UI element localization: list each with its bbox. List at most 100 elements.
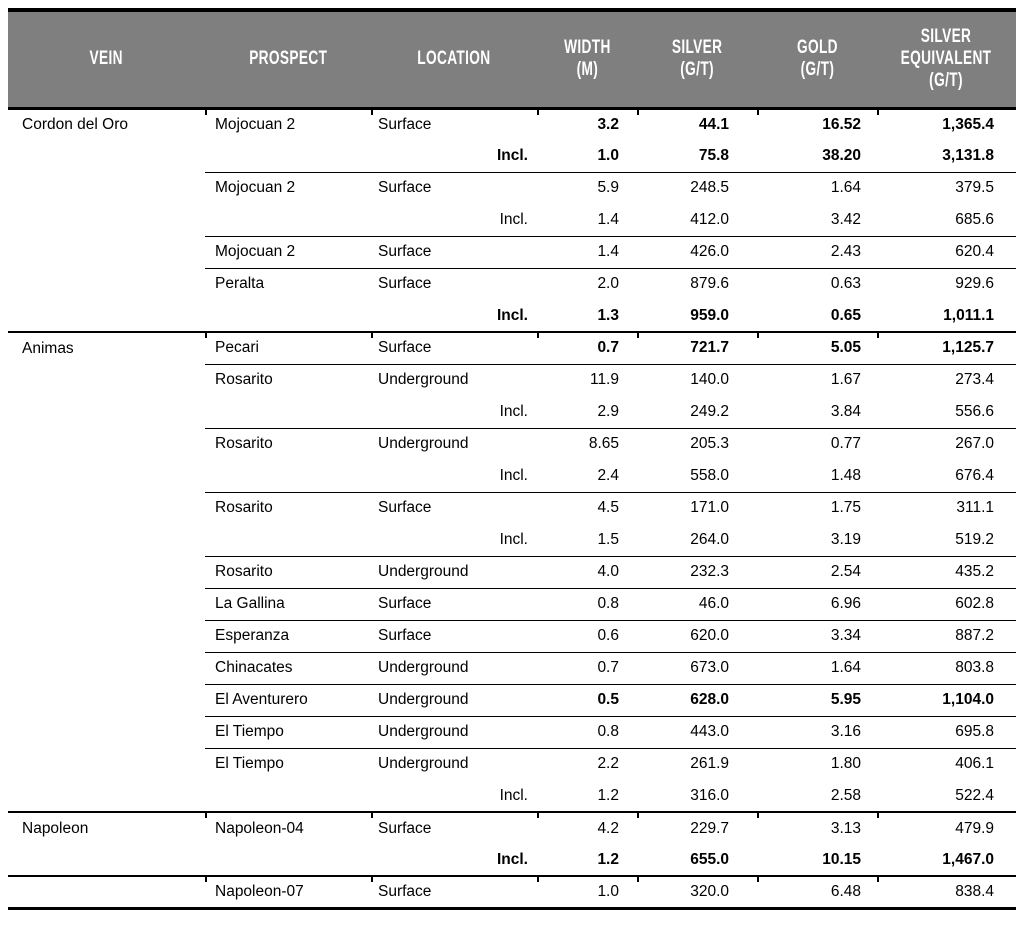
cell-prospect: Chinacates: [205, 651, 371, 684]
cell-width: 0.6: [537, 619, 637, 652]
cell-prospect: [205, 844, 371, 876]
cell-silver_eq: 519.2: [955, 530, 994, 548]
cell-width: 4.5: [537, 491, 637, 524]
cell-width: 0.8: [537, 587, 637, 620]
cell-silver: 426.0: [637, 235, 757, 268]
cell-width: 0.5: [537, 683, 637, 716]
cell-width: 1.2: [597, 850, 619, 868]
cell-prospect: La Gallina: [205, 587, 371, 620]
table-row: Incl. 2.4 558.0 1.48 676.4: [8, 460, 1016, 492]
cell-silver: 171.0: [637, 491, 757, 524]
cell-vein: [8, 844, 205, 876]
cell-silver: 879.6: [637, 267, 757, 300]
cell-gold: 3.19: [830, 530, 861, 548]
cell-silver: 316.0: [690, 786, 729, 804]
cell-location: Underground: [371, 651, 537, 684]
column-header-silver: SILVER (G/T): [637, 8, 757, 110]
cell-silver: 232.3: [637, 555, 757, 588]
cell-silver_eq: 676.4: [955, 466, 994, 484]
cell-silver_eq: 803.8: [877, 651, 1016, 684]
cell-vein: [8, 268, 205, 300]
column-header-vein-label: VEIN: [89, 48, 124, 70]
cell-silver_eq: 929.6: [877, 267, 1016, 300]
cell-silver_eq: 1,104.0: [877, 683, 1016, 716]
incl-label: Incl.: [496, 850, 528, 868]
column-header-gold-label: GOLD (G/T): [796, 37, 838, 81]
column-header-vein: VEIN: [8, 8, 205, 110]
cell-width: 2.4: [597, 466, 619, 484]
column-header-prospect-label: PROSPECT: [248, 48, 328, 70]
cell-location: Surface: [371, 619, 537, 652]
table-row: El Tiempo Underground 2.2 261.9 1.80 406.1: [8, 747, 1016, 780]
incl-label: Incl.: [499, 786, 528, 804]
cell-width: 2.0: [537, 267, 637, 300]
cell-location: Surface: [371, 331, 537, 364]
column-header-location-label: LOCATION: [417, 48, 491, 70]
column-header-width-label: WIDTH (M): [563, 37, 611, 81]
table-row: Rosarito Surface 4.5 171.0 1.75 311.1: [8, 491, 1016, 524]
cell-gold: 3.34: [757, 619, 877, 652]
cell-width: 2.2: [537, 747, 637, 780]
cell-silver_eq: 273.4: [877, 363, 1016, 396]
cell-location: Surface: [371, 235, 537, 268]
cell-gold: 3.84: [830, 402, 861, 420]
cell-vein: [8, 588, 205, 620]
table-row: Mojocuan 2 Surface 1.4 426.0 2.43 620.4: [8, 235, 1016, 268]
incl-label: Incl.: [496, 146, 528, 164]
cell-vein: [8, 236, 205, 268]
cell-width: 1.2: [597, 786, 619, 804]
cell-prospect: [205, 140, 371, 172]
cell-silver: 443.0: [637, 715, 757, 748]
cell-vein: Cordon del Oro: [22, 115, 128, 133]
cell-prospect: [205, 524, 371, 556]
cell-width: 1.5: [597, 530, 619, 548]
column-header-prospect: PROSPECT: [205, 8, 371, 110]
cell-prospect: [205, 204, 371, 236]
cell-silver_eq: 887.2: [877, 619, 1016, 652]
cell-silver: 558.0: [690, 466, 729, 484]
cell-location: Surface: [371, 267, 537, 300]
table-row: Incl. 1.2 655.0 10.15 1,467.0: [8, 844, 1016, 876]
cell-vein: [8, 875, 205, 910]
cell-location: Underground: [371, 555, 537, 588]
cell-silver: 249.2: [690, 402, 729, 420]
cell-gold: 38.20: [822, 146, 861, 164]
cell-vein: [8, 652, 205, 684]
cell-gold: 1.64: [757, 171, 877, 204]
cell-width: 1.0: [537, 875, 637, 910]
cell-width: 5.9: [537, 171, 637, 204]
cell-silver_eq: 1,467.0: [942, 850, 994, 868]
table-row: El Tiempo Underground 0.8 443.0 3.16 695.8: [8, 715, 1016, 748]
table-row: Incl. 1.0 75.8 38.20 3,131.8: [8, 140, 1016, 172]
header-row: VEIN PROSPECT LOCATION WIDTH (M) SILVER …: [8, 8, 1016, 110]
cell-gold: 3.42: [830, 210, 861, 228]
results-table-body: Cordon del Oro Mojocuan 2 Surface 3.2 44.1 16…: [8, 108, 1016, 910]
column-header-location: LOCATION: [371, 8, 537, 110]
cell-prospect: Mojocuan 2: [205, 108, 371, 140]
table-row: Rosarito Underground 4.0 232.3 2.54 435.2: [8, 555, 1016, 588]
cell-prospect: Rosarito: [205, 427, 371, 460]
cell-silver: 620.0: [637, 619, 757, 652]
cell-prospect: [205, 780, 371, 812]
cell-silver_eq: 1,011.1: [943, 306, 994, 324]
cell-location: Surface: [371, 108, 537, 140]
cell-gold: 1.64: [757, 651, 877, 684]
cell-silver_eq: 695.8: [877, 715, 1016, 748]
cell-prospect: [205, 460, 371, 492]
incl-label: Incl.: [499, 402, 528, 420]
cell-location: Underground: [371, 363, 537, 396]
cell-gold: 10.15: [822, 850, 861, 868]
cell-gold: 3.16: [757, 715, 877, 748]
table-row: Incl. 2.9 249.2 3.84 556.6: [8, 396, 1016, 428]
column-header-width: WIDTH (M): [537, 8, 637, 110]
cell-location: Surface: [371, 491, 537, 524]
table-row: Incl. 1.3 959.0 0.65 1,011.1: [8, 300, 1016, 332]
cell-silver: 261.9: [637, 747, 757, 780]
cell-prospect: Mojocuan 2: [205, 171, 371, 204]
cell-silver_eq: 522.4: [955, 786, 994, 804]
incl-label: Incl.: [496, 306, 528, 324]
cell-vein: [8, 396, 205, 428]
cell-location: Surface: [371, 587, 537, 620]
cell-gold: 5.05: [757, 331, 877, 364]
cell-silver: 628.0: [637, 683, 757, 716]
